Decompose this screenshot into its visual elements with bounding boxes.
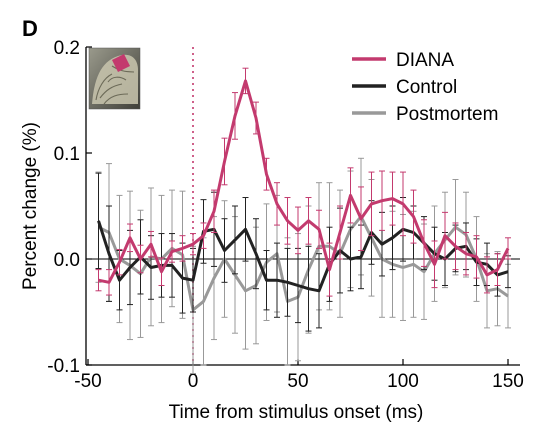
brain-inset-image — [88, 47, 141, 110]
axis-ticks: -50 0 50 100 150 -0.1 0.0 0.1 0.2 — [47, 38, 524, 392]
x-tick-label: 50 — [287, 371, 308, 392]
series-line-postmortem — [97, 215, 509, 312]
legend-label-control: Control — [396, 77, 457, 98]
x-tick-label: 0 — [188, 371, 199, 392]
legend-label-diana: DIANA — [396, 50, 454, 71]
series-layer — [95, 67, 511, 374]
y-tick-label: -0.1 — [47, 356, 80, 377]
error-bars-control — [95, 172, 511, 332]
series-diana — [95, 67, 511, 297]
series-line-control — [97, 220, 509, 293]
x-tick-label: 100 — [387, 371, 419, 392]
x-tick-label: -50 — [74, 371, 101, 392]
y-tick-label: 0.2 — [54, 38, 80, 59]
y-axis-title: Percent change (%) — [20, 122, 41, 290]
panel-label: D — [22, 16, 38, 41]
series-line-diana — [98, 79, 510, 284]
y-tick-label: 0.1 — [54, 144, 80, 165]
legend: DIANA Control Postmortem — [352, 50, 498, 125]
x-axis-title: Time from stimulus onset (ms) — [169, 402, 424, 423]
legend-label-postmortem: Postmortem — [396, 104, 498, 125]
series-control — [95, 172, 511, 332]
x-tick-label: 150 — [492, 371, 524, 392]
y-tick-label: 0.0 — [54, 250, 80, 271]
